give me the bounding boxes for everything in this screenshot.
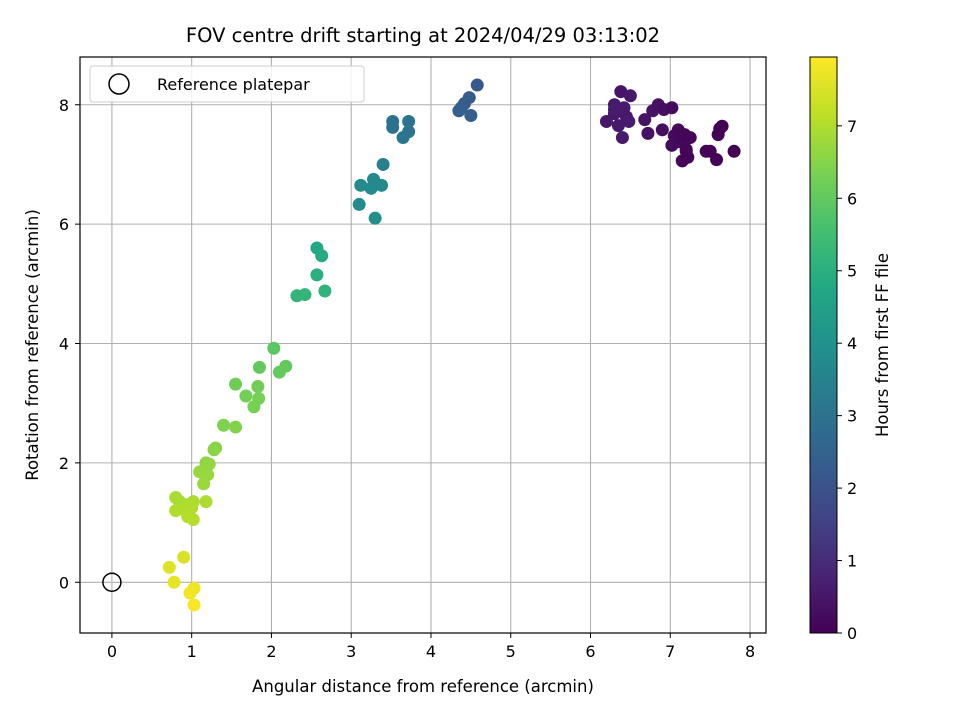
reference-platepar-marker <box>102 572 122 593</box>
y-tick-label: 2 <box>59 454 69 473</box>
data-point <box>354 178 368 192</box>
data-point <box>186 513 200 527</box>
data-point <box>396 131 410 145</box>
colorbar-ticks: 0 1 2 3 4 5 6 7 <box>837 117 857 643</box>
data-point <box>470 78 484 92</box>
data-point <box>386 120 400 134</box>
colorbar-tick-label: 5 <box>847 262 857 281</box>
data-point <box>683 131 697 145</box>
y-tick-label: 8 <box>59 96 69 115</box>
data-point <box>368 211 382 225</box>
y-tick-label: 4 <box>59 335 69 354</box>
colorbar-tick-label: 3 <box>847 407 857 426</box>
data-point <box>298 288 312 302</box>
data-point <box>252 360 266 374</box>
colorbar-tick-label: 4 <box>847 334 857 353</box>
x-axis-ticks: 0 1 2 3 4 5 6 7 8 <box>107 633 755 661</box>
colorbar-tick-label: 6 <box>847 189 857 208</box>
data-point <box>452 104 466 118</box>
plot-area-frame <box>79 56 767 634</box>
data-point <box>622 114 636 128</box>
data-point <box>364 181 378 195</box>
data-point <box>318 284 332 298</box>
colorbar-tick-label: 7 <box>847 117 857 136</box>
data-point <box>710 153 724 167</box>
data-point <box>167 575 181 589</box>
colorbar-tick-label: 0 <box>847 624 857 643</box>
data-point <box>177 550 191 564</box>
data-point <box>310 268 324 282</box>
data-point <box>611 119 625 133</box>
colorbar-tick-label: 1 <box>847 552 857 571</box>
x-tick-label: 5 <box>506 642 516 661</box>
colorbar: 0 1 2 3 4 5 6 7 Hours from first FF file <box>809 56 892 643</box>
x-tick-label: 6 <box>585 642 595 661</box>
data-point <box>464 108 478 122</box>
data-point <box>229 377 243 391</box>
x-tick-label: 1 <box>187 642 197 661</box>
data-point <box>199 495 213 509</box>
data-point <box>665 101 679 115</box>
legend-box <box>89 65 365 103</box>
legend-reference-marker <box>108 73 130 95</box>
data-point <box>197 477 211 491</box>
y-tick-label: 6 <box>59 215 69 234</box>
data-point <box>679 144 693 158</box>
x-tick-label: 0 <box>107 642 117 661</box>
data-point <box>599 114 613 128</box>
colorbar-tick-label: 2 <box>847 479 857 498</box>
data-point <box>315 249 329 263</box>
data-point <box>638 113 652 127</box>
y-tick-label: 0 <box>59 573 69 592</box>
data-point <box>183 586 197 600</box>
y-axis-ticks: 0 2 4 6 8 <box>59 96 80 592</box>
colorbar-title: Hours from first FF file <box>873 253 892 437</box>
x-tick-label: 8 <box>745 642 755 661</box>
data-point <box>251 379 265 393</box>
data-point <box>641 126 655 140</box>
data-point <box>376 157 390 171</box>
data-point <box>162 560 176 574</box>
data-point <box>207 443 221 457</box>
grid-lines <box>80 57 766 633</box>
data-point <box>267 341 281 355</box>
legend-label-reference-platepar: Reference platepar <box>157 75 310 94</box>
x-tick-label: 7 <box>665 642 675 661</box>
data-point <box>402 114 416 128</box>
colorbar-gradient <box>809 56 838 634</box>
data-point <box>655 123 669 137</box>
data-point <box>615 131 629 145</box>
chart-title: FOV centre drift starting at 2024/04/29 … <box>186 24 660 47</box>
data-point <box>229 420 243 434</box>
data-point <box>607 103 621 117</box>
data-point <box>623 89 637 103</box>
data-point <box>352 197 366 211</box>
data-point <box>727 144 741 158</box>
data-point <box>375 178 389 192</box>
data-point <box>202 457 216 471</box>
x-axis-title: Angular distance from reference (arcmin) <box>252 677 594 696</box>
x-tick-label: 4 <box>426 642 436 661</box>
data-point <box>187 598 201 612</box>
legend: Reference platepar <box>89 65 365 103</box>
data-point <box>217 418 231 432</box>
y-axis-title: Rotation from reference (arcmin) <box>23 209 42 481</box>
data-point <box>247 400 261 414</box>
x-tick-label: 3 <box>346 642 356 661</box>
x-tick-label: 2 <box>266 642 276 661</box>
data-point <box>272 365 286 379</box>
data-point <box>239 389 253 403</box>
data-point <box>715 119 729 133</box>
data-points <box>162 78 741 612</box>
